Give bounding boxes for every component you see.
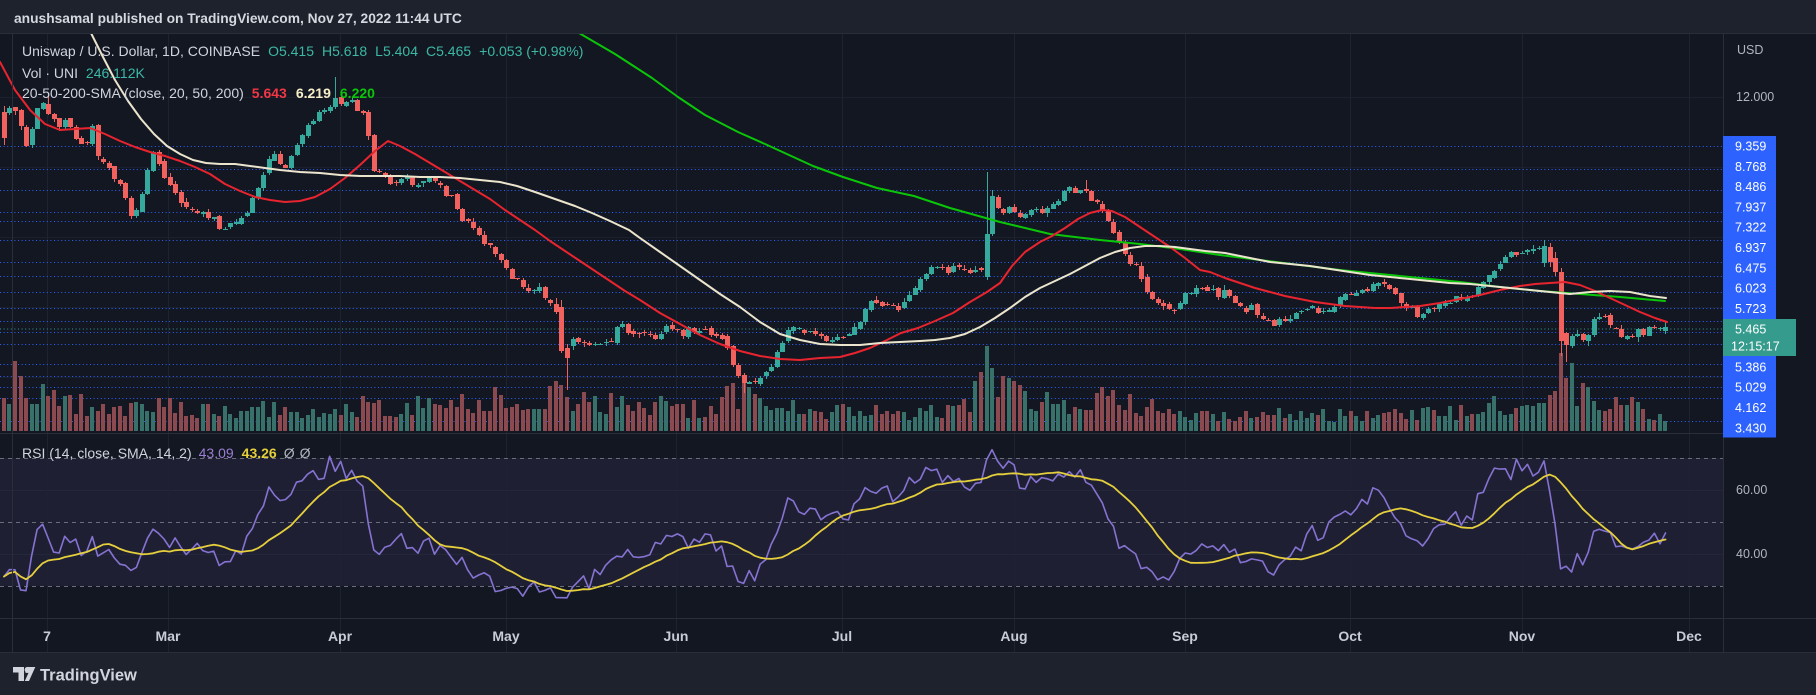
svg-text:4.162: 4.162	[1735, 401, 1766, 415]
svg-text:9.359: 9.359	[1735, 140, 1766, 154]
svg-text:12.000: 12.000	[1736, 90, 1774, 104]
svg-text:5.465: 5.465	[1735, 323, 1766, 337]
svg-text:Jun: Jun	[664, 628, 689, 644]
svg-text:Aug: Aug	[1000, 628, 1027, 644]
svg-text:anushsamal published on Tradin: anushsamal published on TradingView.com,…	[14, 11, 462, 26]
svg-text:USD: USD	[1737, 43, 1763, 57]
svg-text:Nov: Nov	[1509, 628, 1536, 644]
svg-text:60.00: 60.00	[1736, 483, 1767, 497]
svg-text:Jul: Jul	[832, 628, 852, 644]
svg-text:Apr: Apr	[328, 628, 353, 644]
svg-text:6.023: 6.023	[1735, 282, 1766, 296]
svg-text:7.322: 7.322	[1735, 221, 1766, 235]
svg-text:40.00: 40.00	[1736, 547, 1767, 561]
svg-text:5.723: 5.723	[1735, 302, 1766, 316]
svg-text:5.029: 5.029	[1735, 381, 1766, 395]
svg-text:7: 7	[43, 628, 51, 644]
svg-text:RSI (14, close, SMA, 14, 2)43.: RSI (14, close, SMA, 14, 2) 43.09 43.26 Ø Ø	[22, 445, 311, 461]
svg-text:7.937: 7.937	[1735, 200, 1766, 214]
svg-text:6.475: 6.475	[1735, 261, 1766, 275]
svg-text:20-50-200-SMA (close, 20, 50,: 20-50-200-SMA (close, 20, 50, 200) 5.643 6…	[22, 85, 375, 101]
svg-text:Oct: Oct	[1338, 628, 1362, 644]
svg-text:3.430: 3.430	[1735, 421, 1766, 435]
svg-text:6.937: 6.937	[1735, 241, 1766, 255]
svg-text:Mar: Mar	[156, 628, 181, 644]
svg-text:TradingView: TradingView	[40, 667, 137, 685]
svg-text:12:15:17: 12:15:17	[1731, 340, 1780, 354]
svg-text:8.486: 8.486	[1735, 180, 1766, 194]
svg-text:Dec: Dec	[1676, 628, 1702, 644]
svg-text:May: May	[492, 628, 519, 644]
svg-text:8.768: 8.768	[1735, 160, 1766, 174]
svg-text:5.386: 5.386	[1735, 360, 1766, 374]
svg-text:Sep: Sep	[1172, 628, 1198, 644]
svg-text:Uniswap / U.S. Dollar, 1D, COI: Uniswap / U.S. Dollar, 1D, COINBASE O5.41…	[22, 43, 583, 59]
